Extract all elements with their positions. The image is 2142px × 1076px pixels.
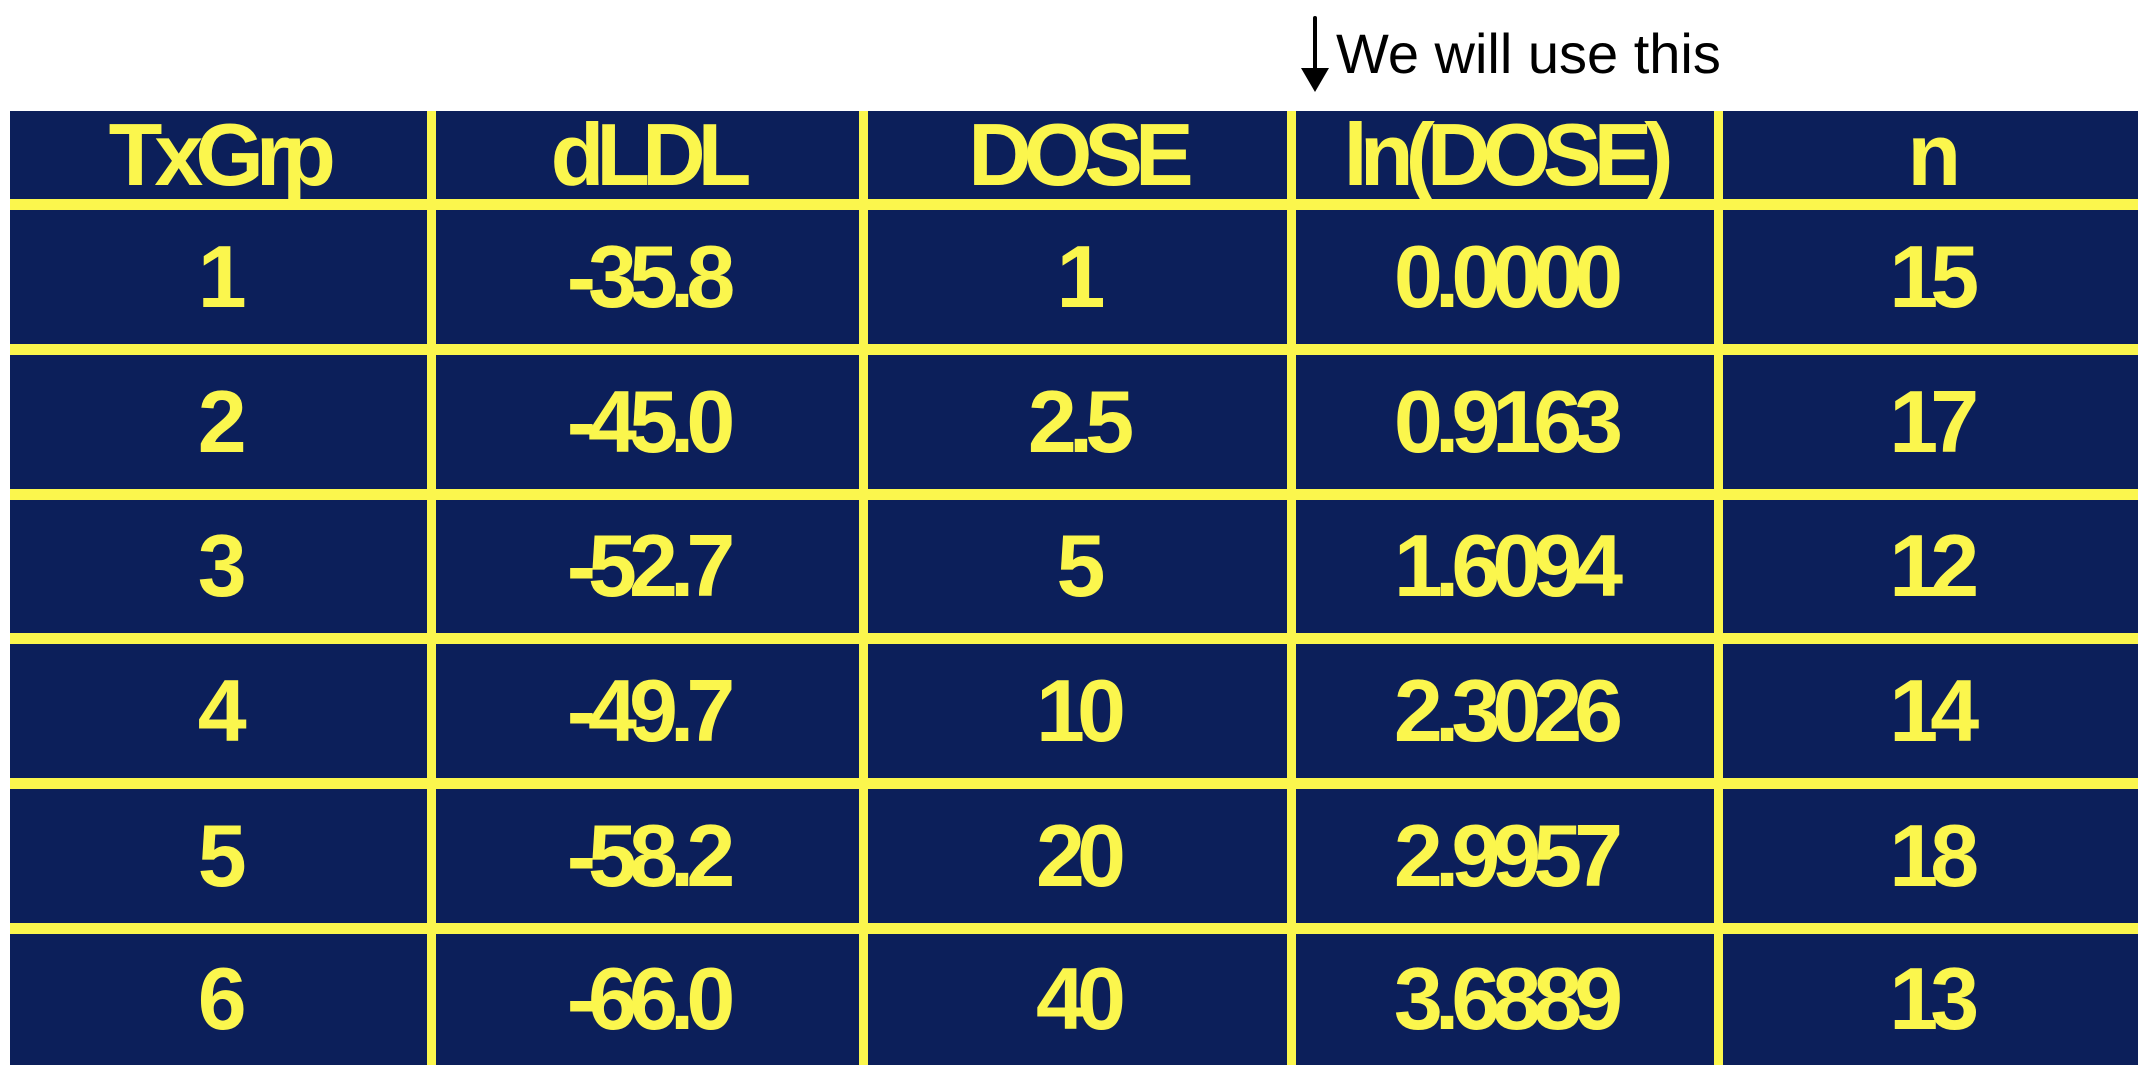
table-cell-txgrp: 6: [10, 928, 436, 1065]
down-arrow-icon: [1301, 16, 1329, 92]
table-cell-ln-dose: 3.6889: [1286, 928, 1723, 1065]
table-row: 4 -49.7 10 2.3026 14: [10, 638, 2138, 789]
table-cell-dldl: -66.0: [426, 928, 868, 1065]
table-cell-txgrp: 1: [10, 204, 436, 355]
table-cell-dldl: -58.2: [426, 783, 868, 934]
table-cell-dose: 2.5: [858, 349, 1296, 500]
table-cell-n: 17: [1713, 349, 2138, 500]
table-cell-ln-dose: 0.9163: [1286, 349, 1723, 500]
table-cell-dose: 20: [858, 783, 1296, 934]
table-row: 5 -58.2 20 2.9957 18: [10, 783, 2138, 934]
table-cell-dose: 10: [858, 638, 1296, 789]
annotation-text: We will use this: [1336, 22, 1721, 85]
column-header-dose: DOSE: [858, 111, 1296, 210]
table-cell-txgrp: 2: [10, 349, 436, 500]
table-header-row: TxGrp dLDL DOSE ln(DOSE) n: [10, 111, 2138, 210]
table-cell-n: 14: [1713, 638, 2138, 789]
table-cell-dldl: -52.7: [426, 494, 868, 645]
table-cell-txgrp: 4: [10, 638, 436, 789]
column-header-ln-dose: ln(DOSE): [1286, 111, 1723, 210]
column-header-n: n: [1713, 111, 2138, 210]
table-cell-n: 18: [1713, 783, 2138, 934]
table-cell-n: 13: [1713, 928, 2138, 1065]
table-cell-n: 12: [1713, 494, 2138, 645]
table-cell-dose: 1: [858, 204, 1296, 355]
table-cell-ln-dose: 2.9957: [1286, 783, 1723, 934]
table-row: 3 -52.7 5 1.6094 12: [10, 494, 2138, 645]
table-cell-dldl: -45.0: [426, 349, 868, 500]
table-row: 1 -35.8 1 0.0000 15: [10, 204, 2138, 355]
table-row: 6 -66.0 40 3.6889 13: [10, 928, 2138, 1065]
table-cell-txgrp: 3: [10, 494, 436, 645]
table-cell-dldl: -35.8: [426, 204, 868, 355]
table-cell-ln-dose: 1.6094: [1286, 494, 1723, 645]
table-cell-ln-dose: 0.0000: [1286, 204, 1723, 355]
table-cell-ln-dose: 2.3026: [1286, 638, 1723, 789]
table-cell-dldl: -49.7: [426, 638, 868, 789]
table-cell-txgrp: 5: [10, 783, 436, 934]
column-header-txgrp: TxGrp: [10, 111, 436, 210]
data-table-container: TxGrp dLDL DOSE ln(DOSE) n 1 -35.8 1 0.0…: [10, 111, 2138, 1065]
table-cell-dose: 5: [858, 494, 1296, 645]
data-table: TxGrp dLDL DOSE ln(DOSE) n 1 -35.8 1 0.0…: [10, 111, 2138, 1065]
table-cell-dose: 40: [858, 928, 1296, 1065]
column-header-dldl: dLDL: [426, 111, 868, 210]
column-annotation: We will use this: [1298, 16, 1721, 100]
table-cell-n: 15: [1713, 204, 2138, 355]
table-row: 2 -45.0 2.5 0.9163 17: [10, 349, 2138, 500]
